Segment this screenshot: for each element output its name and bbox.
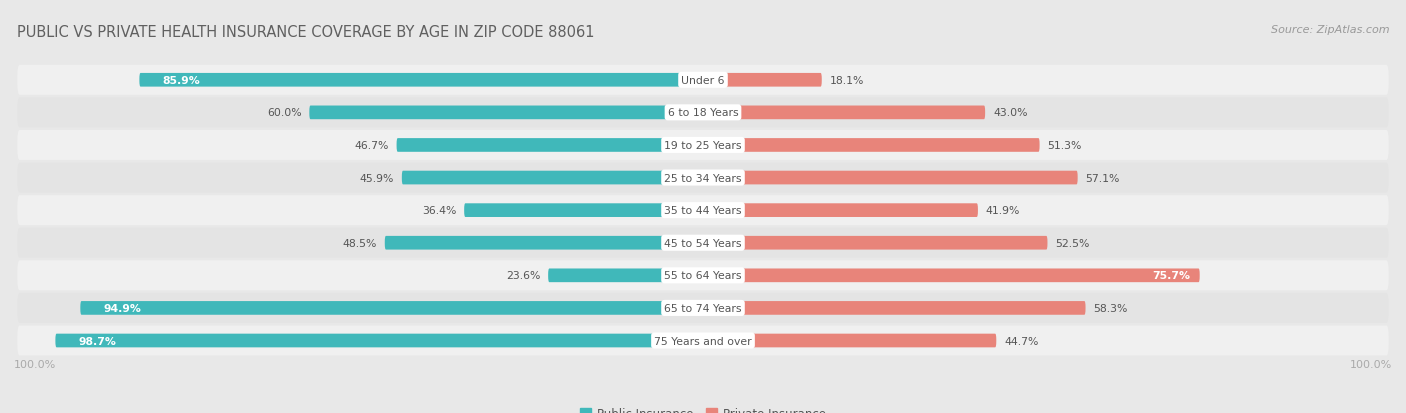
FancyBboxPatch shape: [55, 334, 703, 347]
Text: 23.6%: 23.6%: [506, 271, 540, 281]
FancyBboxPatch shape: [17, 131, 1389, 161]
Text: 98.7%: 98.7%: [79, 336, 117, 346]
FancyBboxPatch shape: [396, 139, 703, 152]
FancyBboxPatch shape: [703, 171, 1077, 185]
FancyBboxPatch shape: [703, 204, 979, 218]
FancyBboxPatch shape: [309, 106, 703, 120]
Text: 25 to 34 Years: 25 to 34 Years: [664, 173, 742, 183]
Text: 41.9%: 41.9%: [986, 206, 1021, 216]
FancyBboxPatch shape: [139, 74, 703, 88]
FancyBboxPatch shape: [548, 269, 703, 282]
Text: 51.3%: 51.3%: [1047, 140, 1081, 151]
Text: 52.5%: 52.5%: [1056, 238, 1090, 248]
FancyBboxPatch shape: [17, 293, 1389, 323]
Text: 85.9%: 85.9%: [162, 76, 200, 85]
Text: 60.0%: 60.0%: [267, 108, 301, 118]
Text: 100.0%: 100.0%: [1350, 359, 1392, 369]
Text: 18.1%: 18.1%: [830, 76, 865, 85]
Text: 45.9%: 45.9%: [360, 173, 394, 183]
FancyBboxPatch shape: [464, 204, 703, 218]
Text: 94.9%: 94.9%: [103, 303, 141, 313]
FancyBboxPatch shape: [703, 236, 1047, 250]
FancyBboxPatch shape: [17, 228, 1389, 258]
FancyBboxPatch shape: [17, 196, 1389, 225]
Text: Source: ZipAtlas.com: Source: ZipAtlas.com: [1271, 25, 1389, 35]
Text: 6 to 18 Years: 6 to 18 Years: [668, 108, 738, 118]
FancyBboxPatch shape: [703, 139, 1039, 152]
Legend: Public Insurance, Private Insurance: Public Insurance, Private Insurance: [575, 402, 831, 413]
FancyBboxPatch shape: [17, 98, 1389, 128]
FancyBboxPatch shape: [703, 301, 1085, 315]
FancyBboxPatch shape: [703, 269, 1199, 282]
Text: Under 6: Under 6: [682, 76, 724, 85]
Text: 43.0%: 43.0%: [993, 108, 1028, 118]
FancyBboxPatch shape: [703, 74, 821, 88]
FancyBboxPatch shape: [703, 334, 997, 347]
FancyBboxPatch shape: [17, 326, 1389, 356]
FancyBboxPatch shape: [703, 106, 986, 120]
FancyBboxPatch shape: [402, 171, 703, 185]
Text: 58.3%: 58.3%: [1094, 303, 1128, 313]
Text: 36.4%: 36.4%: [422, 206, 457, 216]
Text: PUBLIC VS PRIVATE HEALTH INSURANCE COVERAGE BY AGE IN ZIP CODE 88061: PUBLIC VS PRIVATE HEALTH INSURANCE COVER…: [17, 25, 595, 40]
Text: 19 to 25 Years: 19 to 25 Years: [664, 140, 742, 151]
FancyBboxPatch shape: [17, 163, 1389, 193]
FancyBboxPatch shape: [80, 301, 703, 315]
Text: 57.1%: 57.1%: [1085, 173, 1121, 183]
Text: 100.0%: 100.0%: [14, 359, 56, 369]
Text: 75.7%: 75.7%: [1152, 271, 1189, 281]
Text: 46.7%: 46.7%: [354, 140, 388, 151]
FancyBboxPatch shape: [385, 236, 703, 250]
FancyBboxPatch shape: [17, 66, 1389, 95]
Text: 48.5%: 48.5%: [343, 238, 377, 248]
Text: 75 Years and over: 75 Years and over: [654, 336, 752, 346]
Text: 65 to 74 Years: 65 to 74 Years: [664, 303, 742, 313]
Text: 44.7%: 44.7%: [1004, 336, 1039, 346]
Text: 35 to 44 Years: 35 to 44 Years: [664, 206, 742, 216]
Text: 55 to 64 Years: 55 to 64 Years: [664, 271, 742, 281]
FancyBboxPatch shape: [17, 261, 1389, 291]
Text: 45 to 54 Years: 45 to 54 Years: [664, 238, 742, 248]
